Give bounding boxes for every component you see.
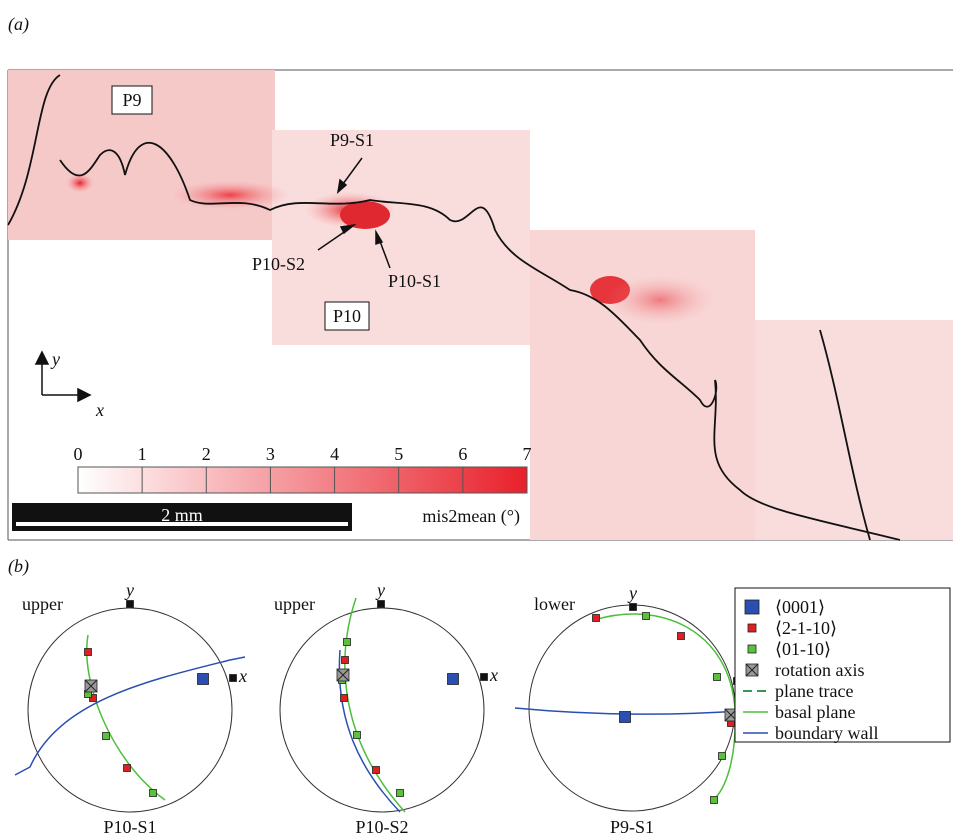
c-axis xyxy=(619,711,631,723)
site-label: P9-S1 xyxy=(330,130,374,150)
rotation-cross xyxy=(745,663,759,677)
colorbar-tick-label: 1 xyxy=(138,444,147,464)
axis-label: x xyxy=(489,665,498,685)
axis-marker xyxy=(229,674,237,682)
legend-label: boundary wall xyxy=(775,723,878,743)
net-title: P10-S2 xyxy=(355,817,408,837)
colorbar-tick-label: 0 xyxy=(74,444,83,464)
m-axis xyxy=(343,638,351,646)
legend-label: ⟨0001⟩ xyxy=(775,597,825,617)
c-axis xyxy=(447,673,459,685)
a-axis xyxy=(340,694,348,702)
grain-label: P9 xyxy=(122,90,141,110)
colorbar-tick-label: 2 xyxy=(202,444,211,464)
grain-label: P10 xyxy=(333,306,361,326)
rotation-cross xyxy=(336,668,350,682)
boundary-wall xyxy=(514,707,741,715)
a-axis xyxy=(372,766,380,774)
m-axis xyxy=(710,796,718,804)
a-axis xyxy=(677,632,685,640)
panel-label: (b) xyxy=(8,556,29,577)
colorbar-tick-label: 6 xyxy=(458,444,467,464)
site-label: P10-S2 xyxy=(252,254,305,274)
a-axis xyxy=(89,694,97,702)
colorbar-tick-label: 4 xyxy=(330,444,339,464)
net xyxy=(279,607,485,813)
c-axis xyxy=(197,673,209,685)
m-axis xyxy=(102,732,110,740)
m-axis xyxy=(353,731,361,739)
net-title: P10-S1 xyxy=(103,817,156,837)
axis-label: y xyxy=(124,580,134,600)
legend-label: basal plane xyxy=(775,702,855,722)
colorbar-label: mis2mean (°) xyxy=(422,506,520,527)
map xyxy=(7,69,953,541)
legend-marker xyxy=(744,599,760,615)
m-axis xyxy=(713,673,721,681)
a-axis xyxy=(84,648,92,656)
legend-marker xyxy=(747,623,757,633)
hemisphere: upper xyxy=(22,594,63,614)
colorbar-tick-label: 5 xyxy=(394,444,403,464)
rotation-cross xyxy=(84,679,98,693)
legend-label: ⟨2-1-10⟩ xyxy=(775,618,837,638)
basal-plane xyxy=(86,634,166,801)
boundary-wall xyxy=(14,656,246,776)
axis-marker xyxy=(629,603,637,611)
m-axis xyxy=(396,789,404,797)
scale-bar-label: 2 mm xyxy=(161,505,203,525)
m-axis xyxy=(642,612,650,620)
net-title: P9-S1 xyxy=(610,817,654,837)
arrows xyxy=(34,157,391,403)
a-axis xyxy=(341,656,349,664)
net xyxy=(528,604,736,812)
colorbar-tick-label: 7 xyxy=(523,444,532,464)
net xyxy=(27,607,233,813)
legend-label: plane trace xyxy=(775,681,853,701)
axis-label: x xyxy=(238,666,247,686)
legend xyxy=(734,587,951,743)
legend-label: rotation axis xyxy=(775,660,864,680)
axis-marker xyxy=(377,600,385,608)
axis-marker xyxy=(126,600,134,608)
colorbar xyxy=(77,466,528,494)
axis-label: y xyxy=(50,349,60,369)
colorbar-tick-label: 3 xyxy=(266,444,275,464)
legend-label: ⟨01-10⟩ xyxy=(775,639,831,659)
a-axis xyxy=(123,764,131,772)
basal-plane xyxy=(593,613,736,801)
hemisphere: upper xyxy=(274,594,315,614)
site-label: P10-S1 xyxy=(388,271,441,291)
basal-plane xyxy=(344,597,406,813)
m-axis xyxy=(149,789,157,797)
legend-marker xyxy=(747,644,757,654)
panel-label: (a) xyxy=(8,14,29,35)
axis-label: x xyxy=(95,400,104,420)
axis-label: y xyxy=(375,580,385,600)
axis-marker xyxy=(480,673,488,681)
a-axis xyxy=(592,614,600,622)
hemisphere: lower xyxy=(534,594,575,614)
scale-bar xyxy=(12,503,352,531)
axis-label: y xyxy=(627,583,637,603)
m-axis xyxy=(718,752,726,760)
